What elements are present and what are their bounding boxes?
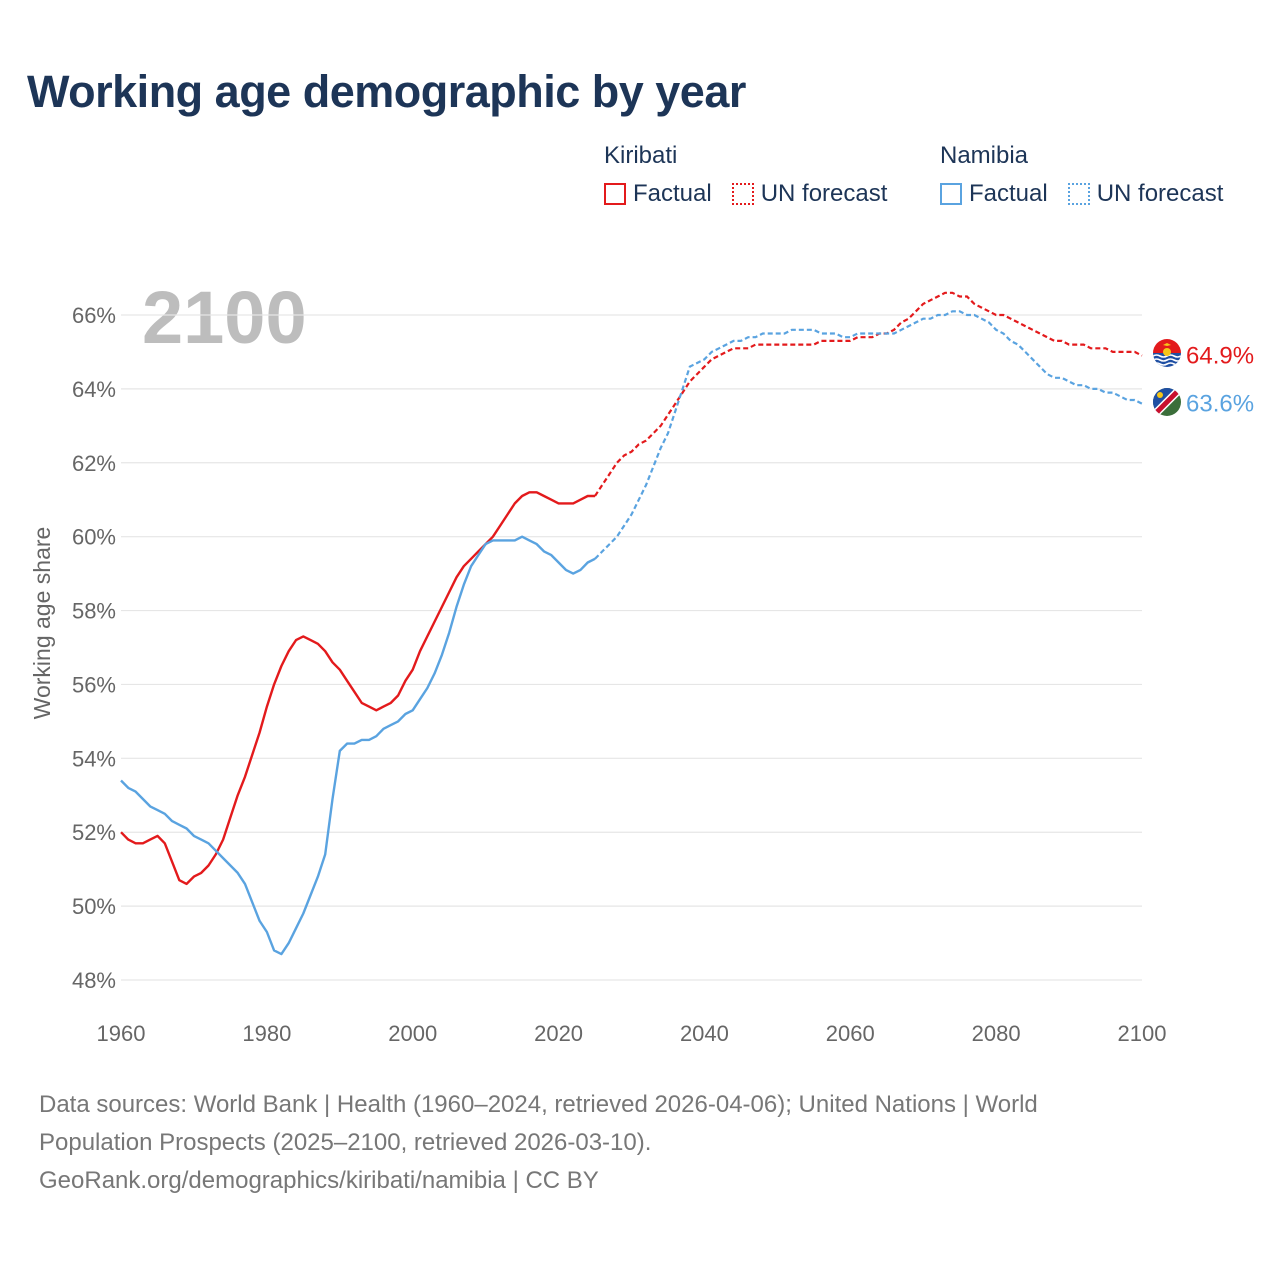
sources-line-2: Population Prospects (2025–2100, retriev… xyxy=(39,1129,652,1156)
legend-group-title: Kiribati xyxy=(604,142,678,169)
year-overlay: 2100 xyxy=(142,276,307,359)
kiribati-forecast-line[interactable] xyxy=(594,291,1143,497)
namibia-factual-line[interactable] xyxy=(120,535,596,956)
legend-swatch-solid xyxy=(940,183,962,205)
y-tick-label: 48% xyxy=(72,968,116,993)
y-tick-label: 50% xyxy=(72,894,116,919)
legend-label: Factual xyxy=(969,180,1048,207)
x-tick-label: 2040 xyxy=(680,1021,729,1046)
y-tick-label: 66% xyxy=(72,303,116,328)
sources-line-1: Data sources: World Bank | Health (1960–… xyxy=(39,1091,1038,1118)
x-tick-label: 2080 xyxy=(972,1021,1021,1046)
legend-item-namibia-factual[interactable]: Factual xyxy=(940,180,1048,208)
legend-label: UN forecast xyxy=(760,180,888,207)
legend-label: UN forecast xyxy=(1096,180,1224,207)
x-tick-label: 2060 xyxy=(826,1021,875,1046)
x-tick-label: 1980 xyxy=(242,1021,291,1046)
legend-item-namibia-forecast[interactable]: UN forecast xyxy=(1067,180,1224,208)
legend-group-kiribati: Kiribati Factual UN forecast xyxy=(604,142,907,208)
y-tick-label: 52% xyxy=(72,820,116,845)
y-tick-label: 58% xyxy=(72,599,116,624)
chart-title: Working age demographic by year xyxy=(27,66,746,117)
legend-swatch-solid xyxy=(604,183,626,205)
kiribati-end-label: 64.9% xyxy=(1186,343,1254,370)
grid xyxy=(121,314,1142,981)
y-axis-label: Working age share xyxy=(29,527,55,720)
y-axis-ticks: 48% 50% 52% 54% 56% 58% 60% 62% 64% 66% xyxy=(72,303,116,993)
legend-group-namibia: Namibia Factual UN forecast xyxy=(940,142,1243,208)
y-tick-label: 56% xyxy=(72,672,116,697)
data-sources: Data sources: World Bank | Health (1960–… xyxy=(39,1086,1239,1200)
x-tick-label: 2020 xyxy=(534,1021,583,1046)
end-labels: 64.9% 63.6% xyxy=(1186,343,1254,418)
sources-line-3: GeoRank.org/demographics/kiribati/namibi… xyxy=(39,1167,599,1194)
y-tick-label: 60% xyxy=(72,525,116,550)
namibia-end-label: 63.6% xyxy=(1186,391,1254,418)
legend-item-kiribati-forecast[interactable]: UN forecast xyxy=(731,180,888,208)
legend-group-title: Namibia xyxy=(940,142,1029,169)
x-tick-label: 2000 xyxy=(388,1021,437,1046)
legend-swatch-dotted xyxy=(1067,183,1090,205)
legend-swatch-dotted xyxy=(731,183,754,205)
kiribati-flag-icon xyxy=(1153,339,1181,367)
legend-item-kiribati-factual[interactable]: Factual xyxy=(604,180,712,208)
x-tick-label: 2100 xyxy=(1118,1021,1167,1046)
legend-label: Factual xyxy=(633,180,712,207)
x-tick-label: 1960 xyxy=(97,1021,146,1046)
series-lines xyxy=(120,291,1143,956)
y-tick-label: 62% xyxy=(72,451,116,476)
kiribati-factual-line[interactable] xyxy=(120,491,595,886)
y-tick-label: 54% xyxy=(72,746,116,771)
line-chart: 2100 48% 50% 52% 54% 56% 58% 60% 62% 64% 66% 1960… xyxy=(29,276,1254,1046)
namibia-flag-icon xyxy=(1153,388,1181,416)
namibia-forecast-line[interactable] xyxy=(594,310,1143,560)
y-tick-label: 64% xyxy=(72,377,116,402)
x-axis-ticks: 1960 1980 2000 2020 2040 2060 2080 2100 xyxy=(97,1021,1167,1046)
